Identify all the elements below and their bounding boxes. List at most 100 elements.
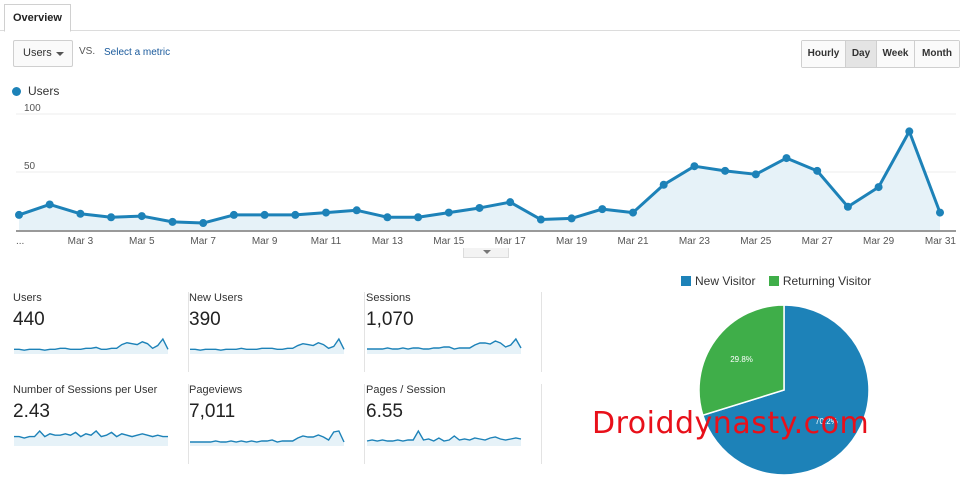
y-tick-label: 100 [24, 103, 41, 114]
x-tick-label: Mar 5 [129, 236, 155, 247]
sparkline [366, 429, 522, 446]
day-button[interactable]: Day [846, 41, 877, 67]
sparkline-line [190, 337, 345, 351]
sparkline [14, 337, 169, 354]
metric-card-sessions-per-user[interactable]: Number of Sessions per User 2.43 [13, 384, 189, 464]
metric-card-new-users[interactable]: New Users 390 [189, 292, 365, 372]
data-point[interactable] [936, 208, 944, 217]
metric-label: Pageviews [189, 384, 243, 396]
pie-legend: New Visitor Returning Visitor [681, 274, 881, 288]
metric-value: 440 [13, 309, 45, 330]
chart-resize-handle[interactable] [463, 248, 509, 258]
data-point[interactable] [229, 210, 238, 219]
tab-bar: Overview [0, 0, 960, 32]
week-button[interactable]: Week [877, 41, 915, 67]
data-point[interactable] [260, 210, 269, 219]
data-point[interactable] [843, 202, 852, 211]
data-point[interactable] [107, 213, 116, 222]
data-point[interactable] [721, 166, 730, 175]
data-point[interactable] [659, 180, 668, 189]
x-tick-label: Mar 9 [252, 236, 278, 247]
metric-select[interactable]: Users [13, 40, 73, 67]
data-point[interactable] [536, 215, 545, 224]
data-point[interactable] [475, 203, 484, 212]
sparkline-area [14, 339, 168, 354]
sparkline [14, 429, 168, 446]
data-point[interactable] [598, 205, 607, 214]
sparkline-line [190, 430, 345, 443]
metric-value: 7,011 [189, 401, 236, 422]
x-tick-label: Mar 11 [311, 236, 342, 247]
x-tick-label: ... [16, 236, 24, 247]
data-point[interactable] [137, 212, 146, 221]
pie-slice[interactable] [698, 304, 785, 417]
metric-select-value: Users [23, 47, 52, 59]
users-line-chart[interactable]: 100 50... Mar 3 Mar 5 Mar 7 Mar 9 Mar 11 Mar 13… [0, 100, 960, 248]
legend-item-new-visitor[interactable]: New Visitor [681, 274, 755, 288]
x-tick-label: Mar 27 [802, 236, 834, 247]
vs-label: VS. [79, 46, 96, 57]
data-point[interactable] [15, 210, 23, 219]
metric-card-sessions[interactable]: Sessions 1,070 [366, 292, 542, 372]
data-point[interactable] [199, 219, 208, 228]
x-tick-label: Mar 13 [372, 236, 404, 247]
metric-card-users[interactable]: Users 440 [13, 292, 189, 372]
tab-overview[interactable]: Overview [4, 4, 71, 32]
data-point[interactable] [352, 206, 361, 215]
data-point[interactable] [506, 198, 515, 207]
x-tick-label: Mar 25 [740, 236, 772, 247]
visitor-pie-chart[interactable]: 70.2% 29.8% [698, 304, 870, 476]
metric-value: 6.55 [366, 401, 403, 422]
data-point[interactable] [45, 200, 54, 209]
legend-label: Returning Visitor [782, 274, 872, 288]
pie-slice[interactable] [701, 304, 870, 476]
metric-card-pageviews[interactable]: Pageviews 7,011 [189, 384, 365, 464]
data-point[interactable] [383, 213, 392, 222]
data-point[interactable] [567, 214, 576, 223]
caret-down-icon [56, 52, 64, 56]
data-point[interactable] [874, 183, 883, 192]
data-point[interactable] [168, 217, 177, 226]
x-tick-label: Mar 15 [433, 236, 465, 247]
data-point[interactable] [751, 170, 760, 179]
y-tick-label: 50 [24, 161, 36, 172]
data-point[interactable] [291, 210, 300, 219]
x-tick-label: Mar 7 [190, 236, 216, 247]
data-point[interactable] [813, 166, 822, 175]
watermark-text: Droiddynasty.com [592, 406, 870, 441]
sparkline-line [14, 429, 168, 439]
legend-label: New Visitor [695, 274, 756, 288]
data-point[interactable] [322, 208, 330, 217]
x-tick-label: Mar 17 [495, 236, 527, 247]
legend-dot-icon [12, 87, 21, 96]
data-point[interactable] [444, 208, 453, 217]
data-point[interactable] [414, 213, 423, 222]
data-point[interactable] [76, 209, 85, 218]
metric-label: Users [13, 292, 42, 304]
data-point[interactable] [690, 162, 699, 171]
sparkline [367, 337, 522, 354]
metric-value: 1,070 [366, 309, 414, 330]
metric-value: 2.43 [13, 401, 50, 422]
pie-slice-label: 70.2% [815, 417, 838, 426]
metric-card-pages-per-session[interactable]: Pages / Session 6.55 [366, 384, 542, 464]
data-point[interactable] [905, 127, 914, 136]
sparkline-line [366, 429, 522, 442]
data-point[interactable] [782, 154, 791, 163]
hourly-button[interactable]: Hourly [802, 41, 846, 67]
data-point[interactable] [629, 208, 637, 217]
sparkline-area [367, 339, 521, 354]
metric-label: New Users [189, 292, 243, 304]
legend-item-returning-visitor[interactable]: Returning Visitor [768, 274, 872, 288]
metric-value: 390 [189, 309, 221, 330]
legend-label: Users [28, 84, 60, 98]
sparkline-line [14, 337, 169, 351]
sparkline-area [190, 339, 344, 354]
series-area [19, 131, 940, 230]
month-button[interactable]: Month [915, 41, 959, 67]
granularity-toggle: Hourly Day Week Month [801, 40, 960, 68]
metric-label: Pages / Session [366, 384, 446, 396]
square-swatch-icon [768, 276, 779, 286]
x-tick-label: Mar 3 [68, 236, 94, 247]
select-metric-link[interactable]: Select a metric [104, 47, 171, 58]
